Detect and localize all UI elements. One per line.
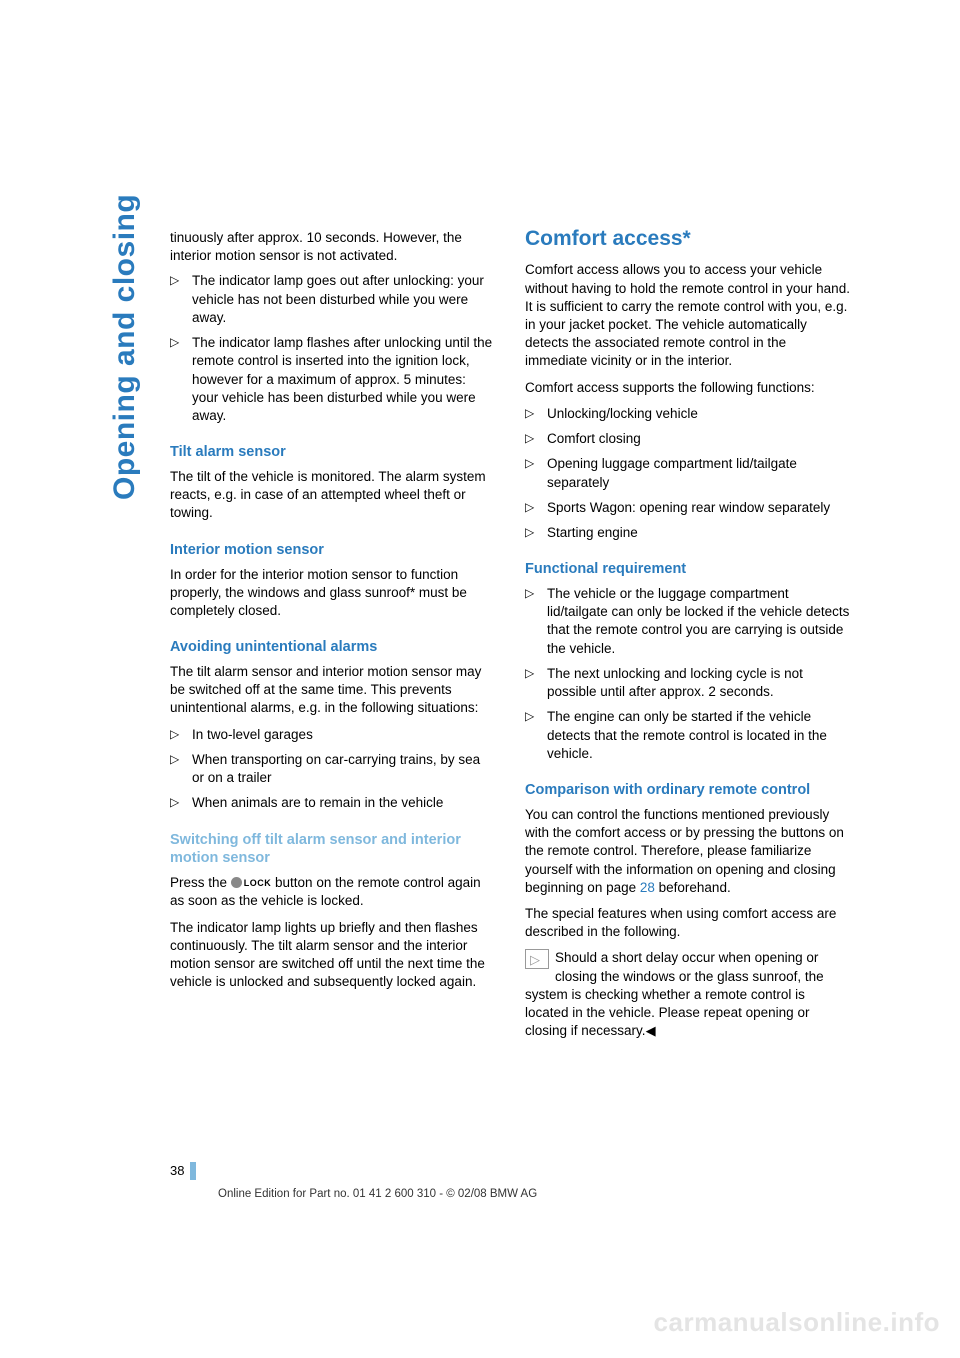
lock-label: LOCK xyxy=(244,878,272,888)
list-item-text: Comfort closing xyxy=(547,431,641,446)
list-item: When animals are to remain in the vehicl… xyxy=(170,794,495,812)
list-item-text: The indicator lamp flashes after unlocki… xyxy=(192,335,492,423)
section-tab: Opening and closing xyxy=(108,194,142,500)
list-item-text: The engine can only be started if the ve… xyxy=(547,709,827,760)
page: Opening and closing tinuously after appr… xyxy=(0,0,960,1358)
list-item: tinuously after approx. 10 seconds. Howe… xyxy=(170,229,495,265)
list-item: The next unlocking and locking cycle is … xyxy=(525,665,850,701)
footer-text: Online Edition for Part no. 01 41 2 600 … xyxy=(218,1188,850,1200)
heading-comfort-access: Comfort access* xyxy=(525,225,850,253)
heading-interior-motion: Interior motion sensor xyxy=(170,541,495,560)
right-column: Comfort access* Comfort access allows yo… xyxy=(525,225,850,1048)
list-item: Starting engine xyxy=(525,524,850,542)
note-block: Should a short delay occur when opening … xyxy=(525,949,850,1040)
list-item-text: When transporting on car-carrying trains… xyxy=(192,752,480,785)
text-span: beforehand. xyxy=(655,880,731,895)
left-column: tinuously after approx. 10 seconds. Howe… xyxy=(170,225,495,1048)
heading-switching-off: Switching off tilt alarm sensor and inte… xyxy=(170,831,495,869)
heading-avoiding-alarms: Avoiding unintentional alarms xyxy=(170,638,495,657)
page-footer: 38 Online Edition for Part no. 01 41 2 6… xyxy=(170,1162,850,1200)
page-ref-link[interactable]: 28 xyxy=(640,880,655,895)
list-item: The indicator lamp goes out after unlock… xyxy=(170,272,495,327)
list-item: Comfort closing xyxy=(525,430,850,448)
list-item-text: Starting engine xyxy=(547,525,638,540)
page-number-bar xyxy=(190,1162,196,1180)
body-text: The special features when using comfort … xyxy=(525,905,850,941)
list-item-text: The next unlocking and locking cycle is … xyxy=(547,666,803,699)
body-text: Comfort access allows you to access your… xyxy=(525,261,850,370)
list-item: In two-level garages xyxy=(170,726,495,744)
list-item: The indicator lamp flashes after unlocki… xyxy=(170,334,495,425)
list-item: Unlocking/locking vehicle xyxy=(525,405,850,423)
list-item: Opening luggage compartment lid/tailgate… xyxy=(525,455,850,491)
body-text: In order for the interior motion sensor … xyxy=(170,566,495,621)
text-span: Press the xyxy=(170,875,231,890)
body-text: The indicator lamp lights up briefly and… xyxy=(170,919,495,992)
body-text: You can control the functions mentioned … xyxy=(525,806,850,897)
body-text: The tilt of the vehicle is monitored. Th… xyxy=(170,468,495,523)
body-text: Comfort access supports the following fu… xyxy=(525,379,850,397)
list-item-text: The vehicle or the luggage compartment l… xyxy=(547,586,849,656)
list-item: When transporting on car-carrying trains… xyxy=(170,751,495,787)
list-item-text: The indicator lamp goes out after unlock… xyxy=(192,273,484,324)
list-item-text: When animals are to remain in the vehicl… xyxy=(192,795,443,810)
list-item-text: In two-level garages xyxy=(192,727,313,742)
body-text: The tilt alarm sensor and interior motio… xyxy=(170,663,495,718)
heading-comparison: Comparison with ordinary remote control xyxy=(525,781,850,800)
list-item-text: Opening luggage compartment lid/tailgate… xyxy=(547,456,797,489)
body-text: Press the LOCK button on the remote cont… xyxy=(170,874,495,910)
list-item-text: Unlocking/locking vehicle xyxy=(547,406,698,421)
content-columns: tinuously after approx. 10 seconds. Howe… xyxy=(170,225,900,1048)
note-text: Should a short delay occur when opening … xyxy=(525,950,824,1038)
avoid-list: In two-level garages When transporting o… xyxy=(170,726,495,813)
list-item-text: tinuously after approx. 10 seconds. Howe… xyxy=(170,230,462,263)
heading-tilt-alarm: Tilt alarm sensor xyxy=(170,443,495,462)
list-item: The vehicle or the luggage compartment l… xyxy=(525,585,850,658)
note-icon xyxy=(525,949,549,969)
list-item-text: Sports Wagon: opening rear window separa… xyxy=(547,500,830,515)
page-number-wrap: 38 xyxy=(170,1162,850,1184)
continued-bullet-list: tinuously after approx. 10 seconds. Howe… xyxy=(170,229,495,425)
list-item: The engine can only be started if the ve… xyxy=(525,708,850,763)
heading-functional-req: Functional requirement xyxy=(525,560,850,579)
note-end-marker: ◀ xyxy=(646,1023,656,1038)
watermark: carmanualsonline.info xyxy=(654,1307,940,1338)
func-req-list: The vehicle or the luggage compartment l… xyxy=(525,585,850,763)
list-item: Sports Wagon: opening rear window separa… xyxy=(525,499,850,517)
page-number: 38 xyxy=(170,1163,190,1178)
supports-list: Unlocking/locking vehicle Comfort closin… xyxy=(525,405,850,542)
lock-icon xyxy=(231,877,242,888)
